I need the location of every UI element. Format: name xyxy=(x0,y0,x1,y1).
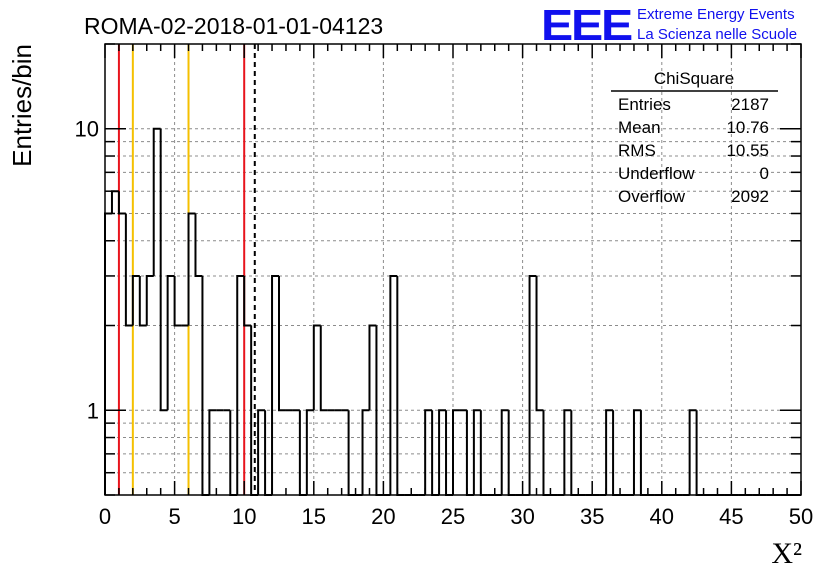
x-tick-label: 20 xyxy=(371,504,395,529)
stats-title: ChiSquare xyxy=(654,69,734,88)
histogram-bin xyxy=(452,409,460,495)
x-tick-label: 25 xyxy=(441,504,465,529)
y-tick-label: 1 xyxy=(87,398,99,423)
y-axis-label: Entries/bin xyxy=(7,44,37,167)
stats-label-underflow: Underflow xyxy=(618,164,695,183)
histogram-bin xyxy=(159,128,168,412)
stats-value-rms: 10.55 xyxy=(726,141,769,160)
histogram-bin xyxy=(312,324,321,411)
histogram-bin xyxy=(632,409,641,495)
histogram-bin xyxy=(319,325,328,412)
chart-title: ROMA-02-2018-01-01-04123 xyxy=(84,13,383,39)
histogram-bin xyxy=(124,213,133,327)
histogram-bin xyxy=(305,409,314,495)
eee-logo-line1: Extreme Energy Events xyxy=(637,6,795,23)
histogram-bin xyxy=(563,409,572,495)
x-tick-label: 30 xyxy=(510,504,534,529)
histogram-bin xyxy=(201,275,210,496)
stats-label-rms: RMS xyxy=(618,141,656,160)
axes: 0 5 10 15 20 25 30 35 40 45 50 1 10 xyxy=(75,43,813,529)
x-tick-label: 10 xyxy=(232,504,256,529)
histogram-bin xyxy=(278,275,286,412)
histogram-bin xyxy=(257,409,266,495)
histogram-bin xyxy=(500,409,509,495)
stats-label-entries: Entries xyxy=(618,95,671,114)
histogram-bin xyxy=(194,213,203,277)
histogram-bin xyxy=(110,190,119,214)
x-tick-label: 15 xyxy=(302,504,326,529)
histogram-bin xyxy=(145,274,154,326)
histogram-bin xyxy=(166,274,175,411)
eee-logo-mark: EEE xyxy=(541,1,632,50)
x-axis-label: X² xyxy=(771,537,802,570)
stats-label-overflow: Overflow xyxy=(618,187,686,206)
histogram-bin xyxy=(243,275,252,327)
stats-label-mean: Mean xyxy=(618,118,661,137)
histogram-bin xyxy=(131,274,140,326)
histogram-bin xyxy=(208,409,217,495)
histogram-bin xyxy=(138,275,147,327)
histogram-bin xyxy=(187,212,196,326)
histogram-bin xyxy=(472,409,481,495)
eee-logo-line2: La Scienza nelle Scuole xyxy=(637,26,797,43)
histogram-bin xyxy=(271,274,279,495)
histogram-bin xyxy=(368,324,377,411)
histogram-bin xyxy=(236,274,245,495)
histogram-bin xyxy=(438,409,447,495)
histogram-bin xyxy=(424,409,433,495)
stats-value-entries: 2187 xyxy=(731,95,769,114)
histogram-bin xyxy=(605,409,614,495)
stats-value-mean: 10.76 xyxy=(726,118,769,137)
eee-logo: EEE Extreme Energy Events La Scienza nel… xyxy=(541,1,797,50)
histogram-bin xyxy=(396,275,405,496)
x-tick-label: 50 xyxy=(789,504,813,529)
histogram-bin xyxy=(152,127,161,276)
stats-value-underflow: 0 xyxy=(760,164,769,183)
histogram-bin xyxy=(173,275,182,327)
stats-value-overflow: 2092 xyxy=(731,187,769,206)
histogram-bin xyxy=(688,409,697,495)
x-tick-label: 0 xyxy=(99,504,111,529)
reference-lines xyxy=(117,44,256,495)
stats-box: ChiSquare Entries 2187 Mean 10.76 RMS 10… xyxy=(611,69,778,206)
x-tick-label: 40 xyxy=(650,504,674,529)
histogram-bin xyxy=(389,274,398,495)
histogram-bin xyxy=(535,275,544,412)
x-tick-label: 35 xyxy=(580,504,604,529)
histogram-bin xyxy=(361,409,370,495)
x-tick-label: 5 xyxy=(168,504,180,529)
x-tick-label: 45 xyxy=(719,504,743,529)
histogram-bin xyxy=(104,212,112,495)
histogram-bin xyxy=(528,274,537,495)
y-tick-label: 10 xyxy=(75,117,99,142)
histogram-bin xyxy=(117,191,126,215)
